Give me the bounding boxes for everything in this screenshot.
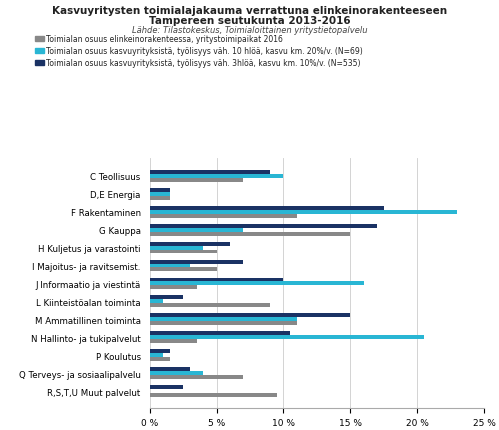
Bar — [150, 318, 297, 322]
Text: Toimialan osuus elinkeinorakenteessa, yritystoimipaikat 2016: Toimialan osuus elinkeinorakenteessa, yr… — [46, 35, 283, 43]
Bar — [150, 210, 457, 214]
Bar — [150, 335, 424, 340]
Bar — [150, 350, 170, 353]
Text: Lähde: Tilastokeskus, Toimialoittainen yritystietopalvelu: Lähde: Tilastokeskus, Toimialoittainen y… — [132, 26, 367, 35]
Bar — [150, 286, 197, 290]
Bar — [150, 357, 170, 361]
Bar — [150, 296, 183, 300]
Bar — [150, 192, 170, 196]
Bar — [150, 282, 364, 286]
Bar — [150, 393, 277, 397]
Bar — [150, 264, 190, 268]
Bar — [150, 224, 377, 228]
Bar — [150, 278, 283, 282]
Text: Tampereen seutukunta 2013-2016: Tampereen seutukunta 2013-2016 — [149, 16, 350, 26]
Bar — [150, 232, 350, 236]
Bar — [150, 268, 217, 272]
Bar — [150, 385, 183, 389]
Text: Toimialan osuus kasvuyrityksistä, työlisyys väh. 10 hlöä, kasvu km. 20%/v. (N=69: Toimialan osuus kasvuyrityksistä, työlis… — [46, 47, 363, 55]
Bar — [150, 332, 290, 335]
Bar — [150, 214, 297, 218]
Bar — [150, 228, 244, 232]
Bar — [150, 375, 244, 379]
Bar — [150, 340, 197, 344]
Bar — [150, 246, 203, 250]
Bar — [150, 196, 170, 200]
Text: Toimialan osuus kasvuyrityksistä, työlisyys väh. 3hlöä, kasvu km. 10%/v. (N=535): Toimialan osuus kasvuyrityksistä, työlis… — [46, 59, 360, 68]
Bar — [150, 206, 384, 210]
Bar — [150, 300, 163, 304]
Bar — [150, 170, 270, 175]
Bar — [150, 260, 244, 264]
Text: Kasvuyritysten toimialajakauma verrattuna elinkeinorakenteeseen: Kasvuyritysten toimialajakauma verrattun… — [52, 6, 447, 16]
Bar — [150, 175, 283, 178]
Bar — [150, 372, 203, 375]
Bar — [150, 353, 163, 357]
Bar — [150, 188, 170, 192]
Bar — [150, 178, 244, 182]
Bar — [150, 367, 190, 372]
Bar — [150, 314, 350, 318]
Bar — [150, 304, 270, 307]
Bar — [150, 250, 217, 254]
Bar — [150, 242, 230, 246]
Bar — [150, 322, 297, 326]
